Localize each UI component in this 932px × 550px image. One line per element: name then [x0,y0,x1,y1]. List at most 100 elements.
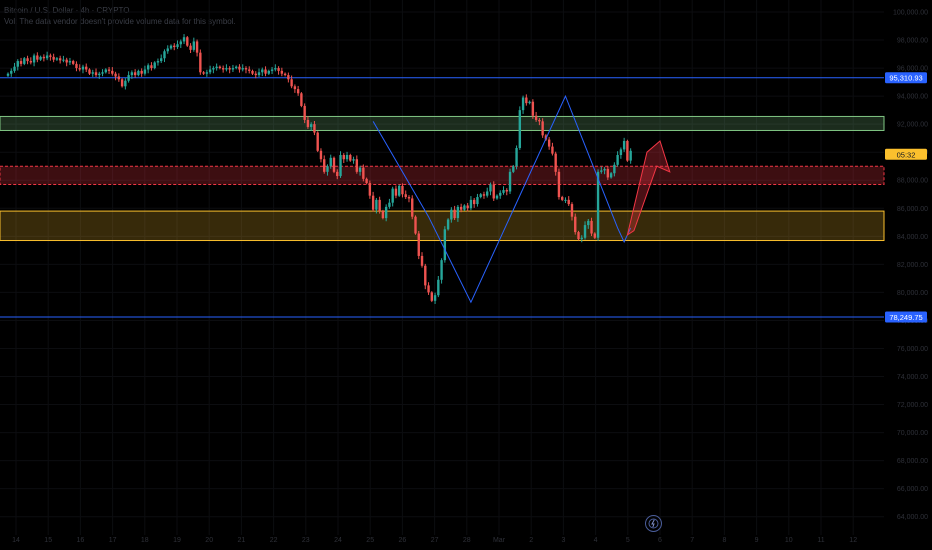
price-axis-tick: 80,000.00 [897,290,928,297]
time-axis-tick: 3 [561,537,565,544]
candle-body [499,192,502,196]
candle-body [600,170,603,172]
lower-line-price-tag: 78,249.75 [889,313,922,322]
time-axis-tick: 19 [173,537,181,544]
zigzag-pattern [372,94,632,304]
candle-body [143,69,147,74]
candle-body [52,56,55,60]
candle-body [36,55,39,60]
candle-body [163,51,166,59]
time-axis: 14 15 16 17 18 19 20 21 22 23 24 25 26 27 28 Mar 2 3 4 5 6 7 8… [12,537,857,544]
price-axis-tick: 82,000.00 [897,262,928,269]
candle-body [45,55,49,59]
candle-body [199,52,202,73]
candle-body [547,139,551,147]
candle-body [215,66,218,69]
candle-body [244,68,248,70]
candle-body [228,68,231,70]
candle-body [345,155,349,160]
time-axis-tick: 8 [722,537,726,544]
candle-body [296,89,300,94]
candle-body [98,73,101,76]
price-axis-tick: 98,000.00 [897,38,928,45]
candle-body [469,199,473,209]
candle-body [85,66,88,70]
candle-body [270,69,274,71]
time-axis-tick: 18 [141,537,149,544]
candle-body [62,59,65,61]
candle-body [349,155,352,161]
time-axis-tick: 22 [270,537,278,544]
price-axis-tick: 96,000.00 [897,66,928,73]
candle-body [267,70,270,74]
candle-body [107,69,111,71]
candle-body [280,70,284,74]
candle-body [495,195,499,199]
candle-body [248,69,251,71]
price-tags: 95,310.93 05:32 78,249.75 [885,72,927,323]
candle-body [212,68,215,70]
candle-body [355,159,359,172]
candle-body [264,69,267,74]
time-axis-tick: 20 [205,537,213,544]
upper-line-price-tag: 95,310.93 [889,74,922,83]
candle-body [124,80,127,87]
candle-body [257,72,261,76]
candle-body [120,79,124,87]
candle-body [619,149,623,156]
candle-body [319,150,323,160]
candle-body [94,72,98,76]
candle-body [293,86,297,90]
candle-body [323,159,326,172]
candle-body [274,68,277,70]
candle-body [492,184,495,199]
price-axis-tick: 88,000.00 [897,178,928,185]
candle-body [13,66,16,71]
candle-body [231,68,235,70]
candle-body [218,66,222,69]
candle-body [368,183,372,196]
candle-body [303,105,306,120]
candle-body [450,209,453,220]
candle-body [567,199,570,205]
candle-body [91,72,94,74]
bull-flag-arrow [626,140,671,237]
time-axis-tick: 15 [44,537,52,544]
candle-body [459,206,463,210]
upper-line-price-tag-bg [885,72,927,84]
candle-body [525,97,528,104]
candle-body [173,45,176,48]
candle-body [277,68,280,71]
candle-body [150,65,153,69]
time-axis-tick: 25 [366,537,374,544]
replay-icon[interactable] [645,515,662,532]
candle-body [306,119,310,127]
lower-line-price-tag-bg [885,311,927,323]
candle-body [88,69,91,74]
candle-body [23,58,26,64]
candle-body [440,260,443,280]
time-axis-tick: 10 [785,537,793,544]
candle-body [176,44,179,48]
candle-body [153,62,156,69]
candle-body [417,233,420,256]
candle-body [127,75,130,81]
candle-body [182,37,186,42]
candle-body [72,61,75,64]
candle-body [505,190,508,192]
chart-header-title: Bitcoin / U.S. Dollar · 4h · CRYPTO [4,6,130,15]
candle-body [6,73,10,76]
candle-body [225,68,228,70]
candle-body [342,155,345,160]
time-axis-tick: 7 [690,537,694,544]
candle-body [332,157,336,172]
candle-body [381,211,385,219]
candle-body [489,184,492,192]
time-axis-tick: Mar [493,537,506,544]
candle-body [411,198,414,217]
candle-body [26,58,29,62]
candle-body [378,199,381,212]
candle-body [352,159,355,161]
candle-body [384,206,388,219]
